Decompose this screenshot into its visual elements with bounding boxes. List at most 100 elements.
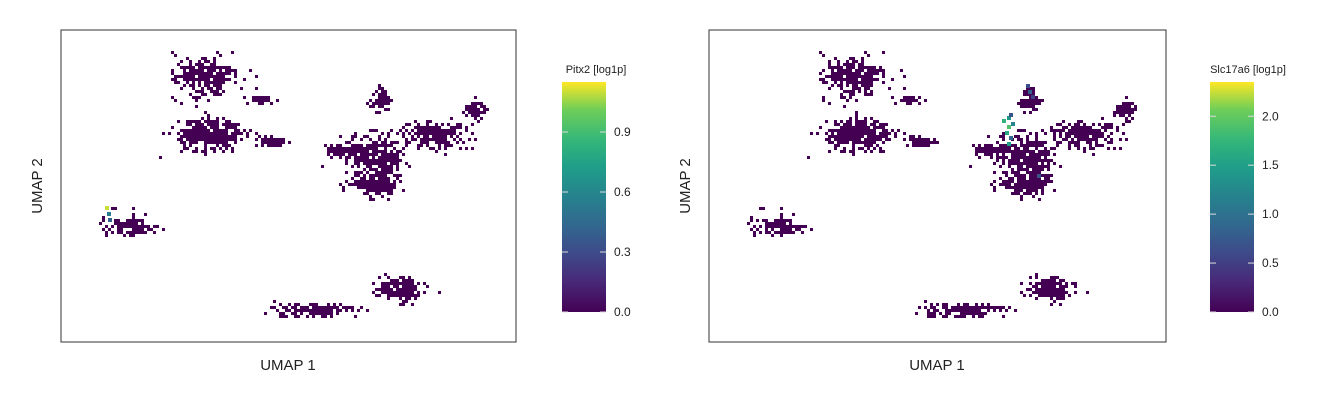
cell-point xyxy=(1047,168,1050,171)
cell-point xyxy=(213,135,216,138)
cell-point xyxy=(198,120,201,123)
cell-point xyxy=(753,231,756,234)
cell-point xyxy=(915,138,918,141)
cell-point xyxy=(1032,159,1035,162)
cell-point xyxy=(342,153,345,156)
cell-point xyxy=(1077,126,1080,129)
cell-point xyxy=(882,69,885,72)
cell-point xyxy=(222,75,225,78)
cell-point xyxy=(984,312,987,315)
cell-point xyxy=(1020,162,1023,165)
cell-point xyxy=(996,150,999,153)
cell-point xyxy=(990,144,993,147)
cell-point xyxy=(1005,309,1008,312)
cell-point xyxy=(873,78,876,81)
cell-point xyxy=(420,129,423,132)
cell-point xyxy=(1065,138,1068,141)
cell-point xyxy=(435,138,438,141)
cell-point xyxy=(849,93,852,96)
cell-point xyxy=(750,216,753,219)
cell-point xyxy=(171,69,174,72)
cell-point xyxy=(378,162,381,165)
cell-point xyxy=(150,228,153,231)
cell-point xyxy=(783,231,786,234)
colorbar-ticks: 0.00.30.60.9 xyxy=(562,125,631,319)
cell-point xyxy=(825,75,828,78)
cell-point xyxy=(360,138,363,141)
cell-point xyxy=(756,228,759,231)
cell-point xyxy=(1035,171,1038,174)
cell-point xyxy=(429,147,432,150)
cell-point xyxy=(204,81,207,84)
cell-point xyxy=(927,309,930,312)
cell-point xyxy=(822,54,825,57)
cell-point xyxy=(1104,129,1107,132)
cell-point xyxy=(1008,306,1011,309)
cell-point xyxy=(387,102,390,105)
cell-point xyxy=(228,144,231,147)
cell-point xyxy=(1035,108,1038,111)
cell-point xyxy=(996,159,999,162)
cell-point xyxy=(858,69,861,72)
cell-point xyxy=(750,228,753,231)
cell-point xyxy=(207,87,210,90)
cell-point xyxy=(372,177,375,180)
cell-point xyxy=(1047,279,1050,282)
cell-point xyxy=(972,306,975,309)
cell-point xyxy=(1086,138,1089,141)
cell-point xyxy=(849,69,852,72)
cell-point xyxy=(219,87,222,90)
cell-point xyxy=(831,129,834,132)
cell-point xyxy=(1017,177,1020,180)
cell-point xyxy=(360,177,363,180)
cell-point xyxy=(774,219,777,222)
cell-point xyxy=(378,102,381,105)
cell-point xyxy=(225,72,228,75)
cell-point xyxy=(204,111,207,114)
cell-point xyxy=(765,225,768,228)
cell-point xyxy=(225,132,228,135)
cell-point xyxy=(1014,153,1017,156)
cell-point xyxy=(849,78,852,81)
cell-point xyxy=(450,129,453,132)
cell-point xyxy=(369,180,372,183)
cell-point xyxy=(819,72,822,75)
cell-point xyxy=(186,81,189,84)
cell-point xyxy=(330,156,333,159)
cell-point xyxy=(843,90,846,93)
cell-point xyxy=(867,126,870,129)
cell-point xyxy=(870,132,873,135)
cell-point xyxy=(870,150,873,153)
cell-point xyxy=(183,84,186,87)
cell-point xyxy=(864,93,867,96)
cell-point xyxy=(399,294,402,297)
cell-point xyxy=(858,129,861,132)
cell-point xyxy=(384,189,387,192)
cell-point xyxy=(465,108,468,111)
cell-point xyxy=(846,63,849,66)
cell-point xyxy=(774,225,777,228)
cell-point xyxy=(225,147,228,150)
cell-point xyxy=(177,81,180,84)
cell-point xyxy=(384,96,387,99)
cell-point xyxy=(426,285,429,288)
cell-point xyxy=(840,141,843,144)
cell-point xyxy=(351,177,354,180)
cell-point xyxy=(1029,99,1032,102)
cell-point xyxy=(258,99,261,102)
cell-point xyxy=(351,183,354,186)
cell-point xyxy=(1026,141,1029,144)
cell-point xyxy=(1035,168,1038,171)
cell-point xyxy=(1029,183,1032,186)
cell-point xyxy=(339,303,342,306)
cell-point xyxy=(1017,156,1020,159)
cell-point xyxy=(378,99,381,102)
cell-point xyxy=(357,162,360,165)
cell-point xyxy=(387,156,390,159)
cell-point xyxy=(345,156,348,159)
cell-point xyxy=(342,186,345,189)
cell-point xyxy=(1014,189,1017,192)
cell-point xyxy=(213,147,216,150)
cell-point xyxy=(336,312,339,315)
cell-point xyxy=(474,117,477,120)
